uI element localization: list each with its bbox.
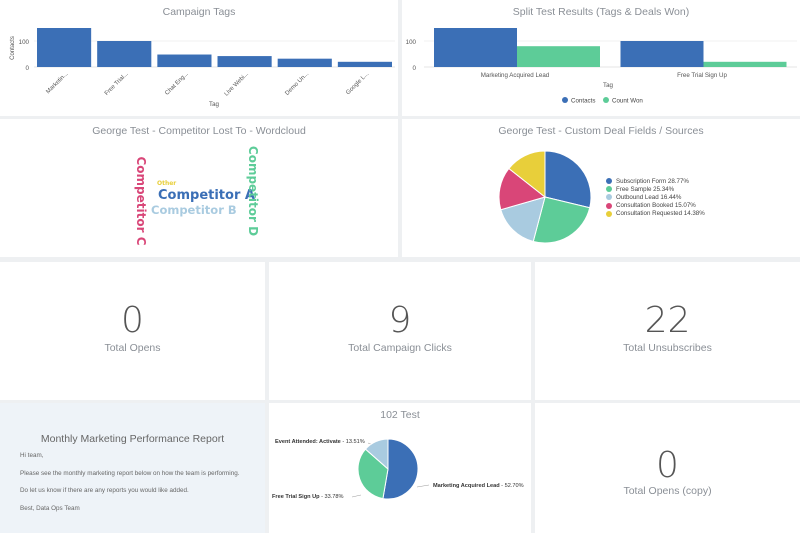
legend-label: Subscription Form 28.77% (616, 177, 689, 185)
total-unsubscribes-card: 22 Total Unsubscribes (535, 262, 800, 400)
legend-label-contacts: Contacts (571, 98, 595, 105)
metric-label: Total Unsubscribes (623, 342, 712, 354)
legend-label-count-won: Count Won (612, 98, 643, 105)
y-tick-label: 0 (26, 65, 30, 72)
legend-label: Free Sample 25.34% (616, 185, 675, 193)
pie-slice (364, 438, 389, 471)
card-title: 102 Test (380, 409, 420, 421)
test-102-card: 102 Test Marketing Acquired Lead - 52.70… (269, 403, 531, 533)
legend-label: Outbound Lead 16.44% (616, 193, 682, 201)
bar (97, 41, 152, 67)
y-axis-title: Contacts (10, 36, 16, 60)
bar (37, 28, 92, 67)
report-line: Best, Data Ops Team (20, 504, 80, 512)
legend-dot (606, 194, 612, 201)
legend-marker-count-won (603, 97, 609, 103)
word-competitor-b: Competitor B (151, 203, 237, 217)
card-title: George Test - Competitor Lost To - Wordc… (92, 125, 306, 137)
test-102-pie-chart: Marketing Acquired Lead - 52.70% Free Tr… (272, 438, 524, 500)
campaign-tags-chart: 100 0 Contacts Tag Marketin... Free Trial… (10, 28, 395, 108)
legend-item: Free Sample 25.34% (606, 185, 705, 193)
report-body: Hi team, Please see the monthly marketin… (20, 452, 255, 522)
legend-dot (606, 202, 612, 209)
legend-item: Consultation Booked 15.07% (606, 202, 705, 210)
pie-legend: Subscription Form 28.77% Free Sample 25.… (606, 177, 705, 218)
bar (217, 56, 272, 67)
metric-label: Total Opens (104, 342, 161, 354)
legend-item: Subscription Form 28.77% (606, 177, 705, 185)
metric-value: 0 (656, 445, 679, 486)
legend-label: Consultation Requested 14.38% (616, 210, 705, 218)
bar-count-won (703, 61, 787, 67)
x-tick-label: Free Trial Sign Up (677, 72, 727, 79)
y-tick-label: 0 (413, 65, 417, 72)
pie-slice (500, 196, 546, 243)
x-axis-title: Tag (209, 101, 220, 108)
pie-slice (532, 196, 591, 244)
pie-data-label: Marketing Acquired Lead - 52.70% (433, 483, 524, 489)
pie-data-label: Free Trial Sign Up - 33.78% (272, 494, 344, 500)
pie-data-label: Event Attended: Activate - 13.51% (275, 439, 365, 445)
legend-label: Consultation Booked 15.07% (616, 202, 696, 210)
x-tick-label: Marketin... (45, 71, 69, 95)
metric-value: 0 (121, 300, 144, 341)
x-axis-title: Tag (603, 82, 614, 89)
x-tick-label: Marketing Acquired Lead (481, 72, 550, 79)
monthly-report-card: Monthly Marketing Performance Report Hi … (0, 403, 265, 533)
x-tick-label: Chat Eng... (164, 71, 190, 97)
pie-connector (416, 484, 430, 488)
total-opens-copy-card: 0 Total Opens (copy) (535, 403, 800, 533)
word-competitor-c: Competitor C (134, 156, 148, 246)
x-tick-label: Live Webi... (224, 71, 251, 98)
report-line: Hi team, (20, 452, 44, 459)
pie-connector (351, 494, 362, 498)
legend-dot (606, 210, 612, 217)
report-title: Monthly Marketing Performance Report (40, 433, 225, 445)
report-line: Do let us know if there are any reports … (20, 487, 189, 494)
x-tick-label: Demo Un... (284, 71, 310, 97)
bar-contacts (620, 41, 704, 67)
total-campaign-clicks-card: 9 Total Campaign Clicks (269, 262, 531, 400)
bar (337, 61, 392, 67)
split-test-chart: 100 0 Marketing Acquired Lead Free Trial… (406, 28, 797, 105)
pie-slice (357, 448, 389, 500)
bar-count-won (517, 46, 600, 67)
legend-item: Consultation Requested 14.38% (606, 210, 705, 218)
pie-slice (382, 438, 419, 500)
card-title: George Test - Custom Deal Fields / Sourc… (498, 125, 704, 137)
x-tick-label: Free Trial... (104, 71, 130, 97)
bar (277, 58, 332, 67)
x-tick-label: Google L... (345, 71, 370, 96)
split-test-card: Split Test Results (Tags & Deals Won) 10… (402, 0, 800, 116)
word-other: Other (157, 180, 177, 187)
deal-fields-pie-chart (498, 150, 592, 244)
metric-label: Total Campaign Clicks (348, 342, 452, 354)
campaign-tags-card: Campaign Tags 100 0 Contacts Tag Marketi… (0, 0, 398, 116)
metric-value: 22 (644, 300, 691, 341)
legend-dot (606, 186, 612, 193)
metric-label: Total Opens (copy) (623, 485, 712, 497)
wordcloud-card: George Test - Competitor Lost To - Wordc… (0, 119, 398, 257)
legend-dot (606, 178, 612, 185)
word-competitor-d: Competitor D (246, 145, 260, 237)
bar (157, 54, 212, 67)
legend-item: Outbound Lead 16.44% (606, 193, 705, 201)
metric-value: 9 (388, 300, 412, 341)
card-title: Split Test Results (Tags & Deals Won) (512, 6, 690, 18)
y-tick-label: 100 (406, 39, 417, 46)
y-tick-label: 100 (19, 39, 30, 46)
pie-slice (508, 150, 546, 199)
report-line: Please see the monthly marketing report … (20, 469, 240, 477)
card-title: Campaign Tags (162, 6, 236, 18)
legend-marker-contacts (562, 97, 568, 103)
deal-fields-card: George Test - Custom Deal Fields / Sourc… (402, 119, 800, 257)
total-opens-card: 0 Total Opens (0, 262, 265, 400)
word-competitor-a: Competitor A (158, 188, 255, 203)
bar-contacts (434, 28, 517, 67)
pie-slice (544, 150, 592, 209)
